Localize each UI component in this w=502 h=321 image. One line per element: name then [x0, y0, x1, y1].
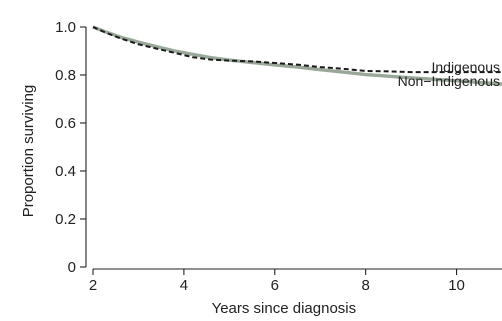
y-tick-label: 0.6: [55, 115, 76, 132]
y-axis-title: Proportion surviving: [20, 85, 37, 218]
x-tick-label: 6: [271, 277, 279, 294]
series-label-non-indigenous: Non−Indigenous: [398, 73, 500, 89]
series-line-indigenous: [92, 26, 502, 74]
axes: [85, 27, 502, 270]
y-tick-label: 0: [68, 259, 76, 276]
y-tick-label: 0.2: [55, 211, 76, 228]
x-tick-label: 2: [89, 277, 97, 294]
x-axis-title: Years since diagnosis: [212, 300, 357, 317]
y-tick-label: 0.4: [55, 163, 76, 180]
ticks: 0 0.2 0.4 0.6 0.8 1.0 2 4 6 8 10: [55, 19, 465, 294]
y-tick-label: 0.8: [55, 67, 76, 84]
x-tick-label: 4: [180, 277, 188, 294]
x-tick-label: 10: [448, 277, 465, 294]
x-tick-label: 8: [361, 277, 369, 294]
series-label-indigenous: Indigenous: [431, 59, 500, 75]
series-line-non-indigenous: [92, 25, 502, 86]
y-tick-label: 1.0: [55, 19, 76, 36]
